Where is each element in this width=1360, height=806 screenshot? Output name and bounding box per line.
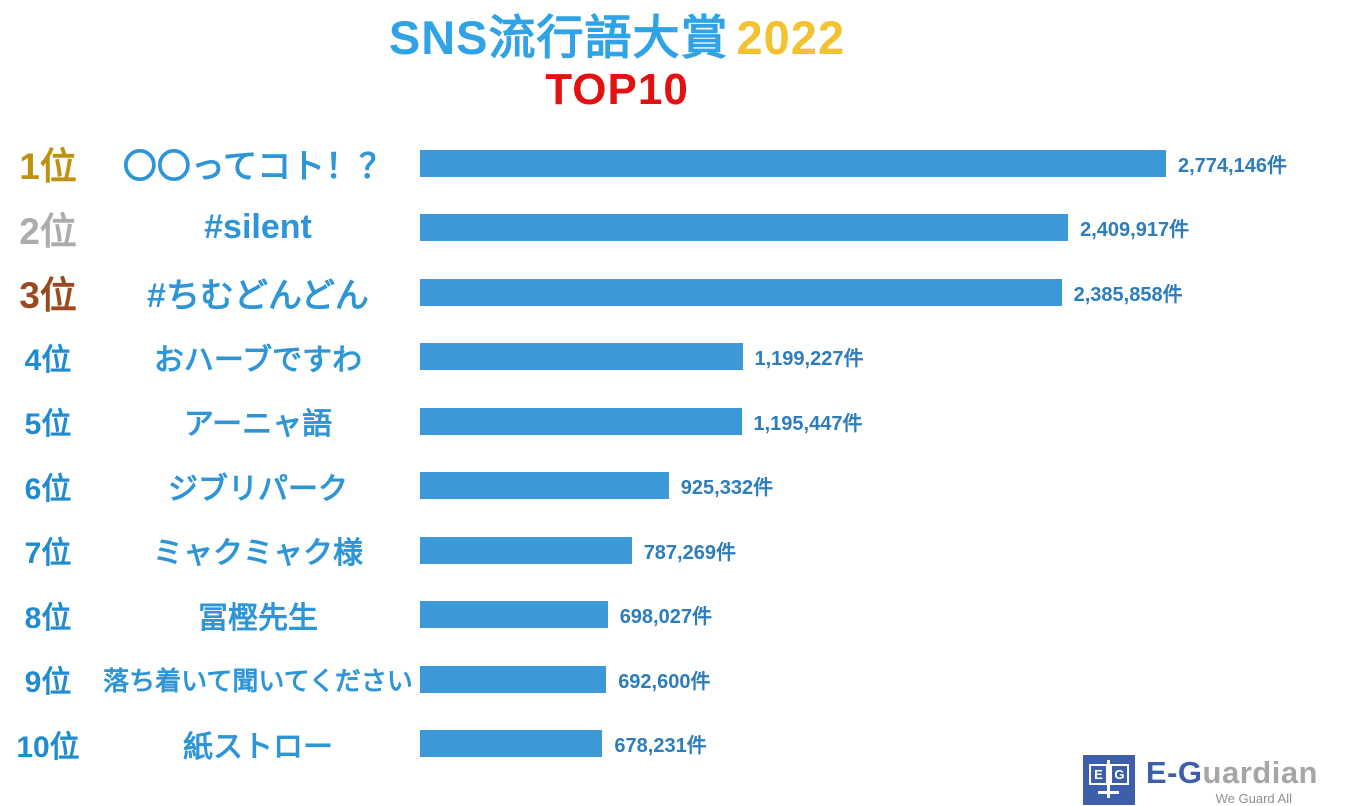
value-label: 698,027件	[619, 606, 712, 629]
term-label: アーニャ語	[183, 408, 333, 442]
rank-label: 2位	[19, 210, 77, 252]
bar-area: 2,409,917件	[420, 213, 1360, 242]
bar	[420, 407, 742, 435]
e-guardian-logo: E G E-Guardian We Guard All	[1082, 755, 1318, 806]
term-label: ジブリパーク	[168, 472, 348, 506]
bar	[420, 472, 669, 500]
ranking-row: 7位 ミャクミャク様 787,269件	[0, 518, 1360, 583]
value-label: 2,774,146件	[1178, 154, 1287, 177]
bar	[420, 343, 743, 371]
value-label: 1,199,227件	[754, 348, 864, 371]
value-label: 2,409,917件	[1080, 219, 1190, 242]
ranking-chart: 1位 〇〇ってコト！？ 2,774,146件 2位 #silent 2,409,917件 3…	[0, 131, 1360, 776]
bar-area: 692,600件	[420, 665, 1360, 694]
value-label: 678,231件	[614, 735, 707, 758]
rank-label: 3位	[19, 275, 77, 317]
title-main: SNS流行語大賞	[388, 11, 729, 64]
monogram-e: E	[1088, 764, 1108, 786]
rank-label: 10位	[16, 730, 80, 764]
term-label: #ちむどんどん	[147, 276, 369, 315]
ranking-row: 2位 #silent 2,409,917件	[0, 196, 1360, 261]
term-label: おハーブですわ	[153, 343, 363, 377]
bar-area: 2,774,146件	[420, 149, 1360, 178]
logo-crossbar	[1097, 791, 1119, 795]
bar	[420, 601, 608, 629]
monogram-g: G	[1109, 764, 1129, 786]
title-year: 2022	[736, 11, 846, 64]
ranking-row: 9位 落ち着いて聞いてください 692,600件	[0, 647, 1360, 712]
rank-label: 9位	[24, 666, 72, 700]
bar	[420, 214, 1069, 242]
brand-name-blue: E-G	[1145, 755, 1203, 791]
term-label: 〇〇ってコト！？	[122, 147, 394, 186]
rank-label: 8位	[24, 601, 72, 635]
ranking-row: 5位 アーニャ語 1,195,447件	[0, 389, 1360, 454]
bar-area: 925,332件	[420, 471, 1360, 500]
rank-label: 1位	[19, 146, 77, 188]
ranking-row: 3位 #ちむどんどん 2,385,858件	[0, 260, 1360, 325]
rank-label: 6位	[24, 472, 72, 506]
brand-tagline: We Guard All	[1215, 791, 1292, 806]
rank-label: 4位	[24, 343, 72, 377]
value-label: 1,195,447件	[753, 412, 863, 435]
term-label: ミャクミャク様	[153, 537, 363, 571]
logo-text: E-Guardian We Guard All	[1146, 755, 1318, 806]
ranking-row: 10位 紙ストロー 678,231件	[0, 712, 1360, 777]
e-guardian-logo-icon: E G	[1082, 755, 1135, 806]
value-label: 692,600件	[618, 670, 711, 693]
subtitle: TOP10	[545, 64, 689, 114]
term-label: 紙ストロー	[183, 730, 333, 764]
brand-name-gray: uardian	[1202, 755, 1318, 791]
ranking-row: 4位 おハーブですわ 1,199,227件	[0, 325, 1360, 390]
rank-label: 7位	[24, 537, 72, 571]
logo-divider-line	[1106, 760, 1110, 799]
value-label: 925,332件	[680, 477, 774, 500]
term-label: 冨樫先生	[198, 601, 318, 635]
rank-label: 5位	[24, 408, 72, 442]
bar	[420, 730, 603, 758]
header: SNS流行語大賞 2022 TOP10	[0, 12, 1234, 114]
bar-area: 2,385,858件	[420, 278, 1360, 307]
bar-area: 1,199,227件	[420, 342, 1360, 371]
bar	[420, 149, 1166, 177]
bar-area: 787,269件	[420, 536, 1360, 565]
bar-area: 1,195,447件	[420, 407, 1360, 436]
value-label: 2,385,858件	[1073, 283, 1183, 306]
ranking-row: 1位 〇〇ってコト！？ 2,774,146件	[0, 131, 1360, 196]
term-label: 落ち着いて聞いてください	[103, 665, 413, 696]
page-title: SNS流行語大賞 2022	[0, 12, 1234, 64]
bar-area: 698,027件	[420, 600, 1360, 629]
value-label: 787,269件	[643, 541, 736, 564]
bar	[420, 536, 632, 564]
ranking-row: 8位 冨樫先生 698,027件	[0, 583, 1360, 648]
brand-name: E-Guardian	[1146, 757, 1318, 790]
term-label: #silent	[204, 208, 312, 247]
bar	[420, 278, 1062, 306]
ranking-row: 6位 ジブリパーク 925,332件	[0, 454, 1360, 519]
bar-area: 678,231件	[420, 729, 1360, 758]
bar	[420, 665, 607, 693]
